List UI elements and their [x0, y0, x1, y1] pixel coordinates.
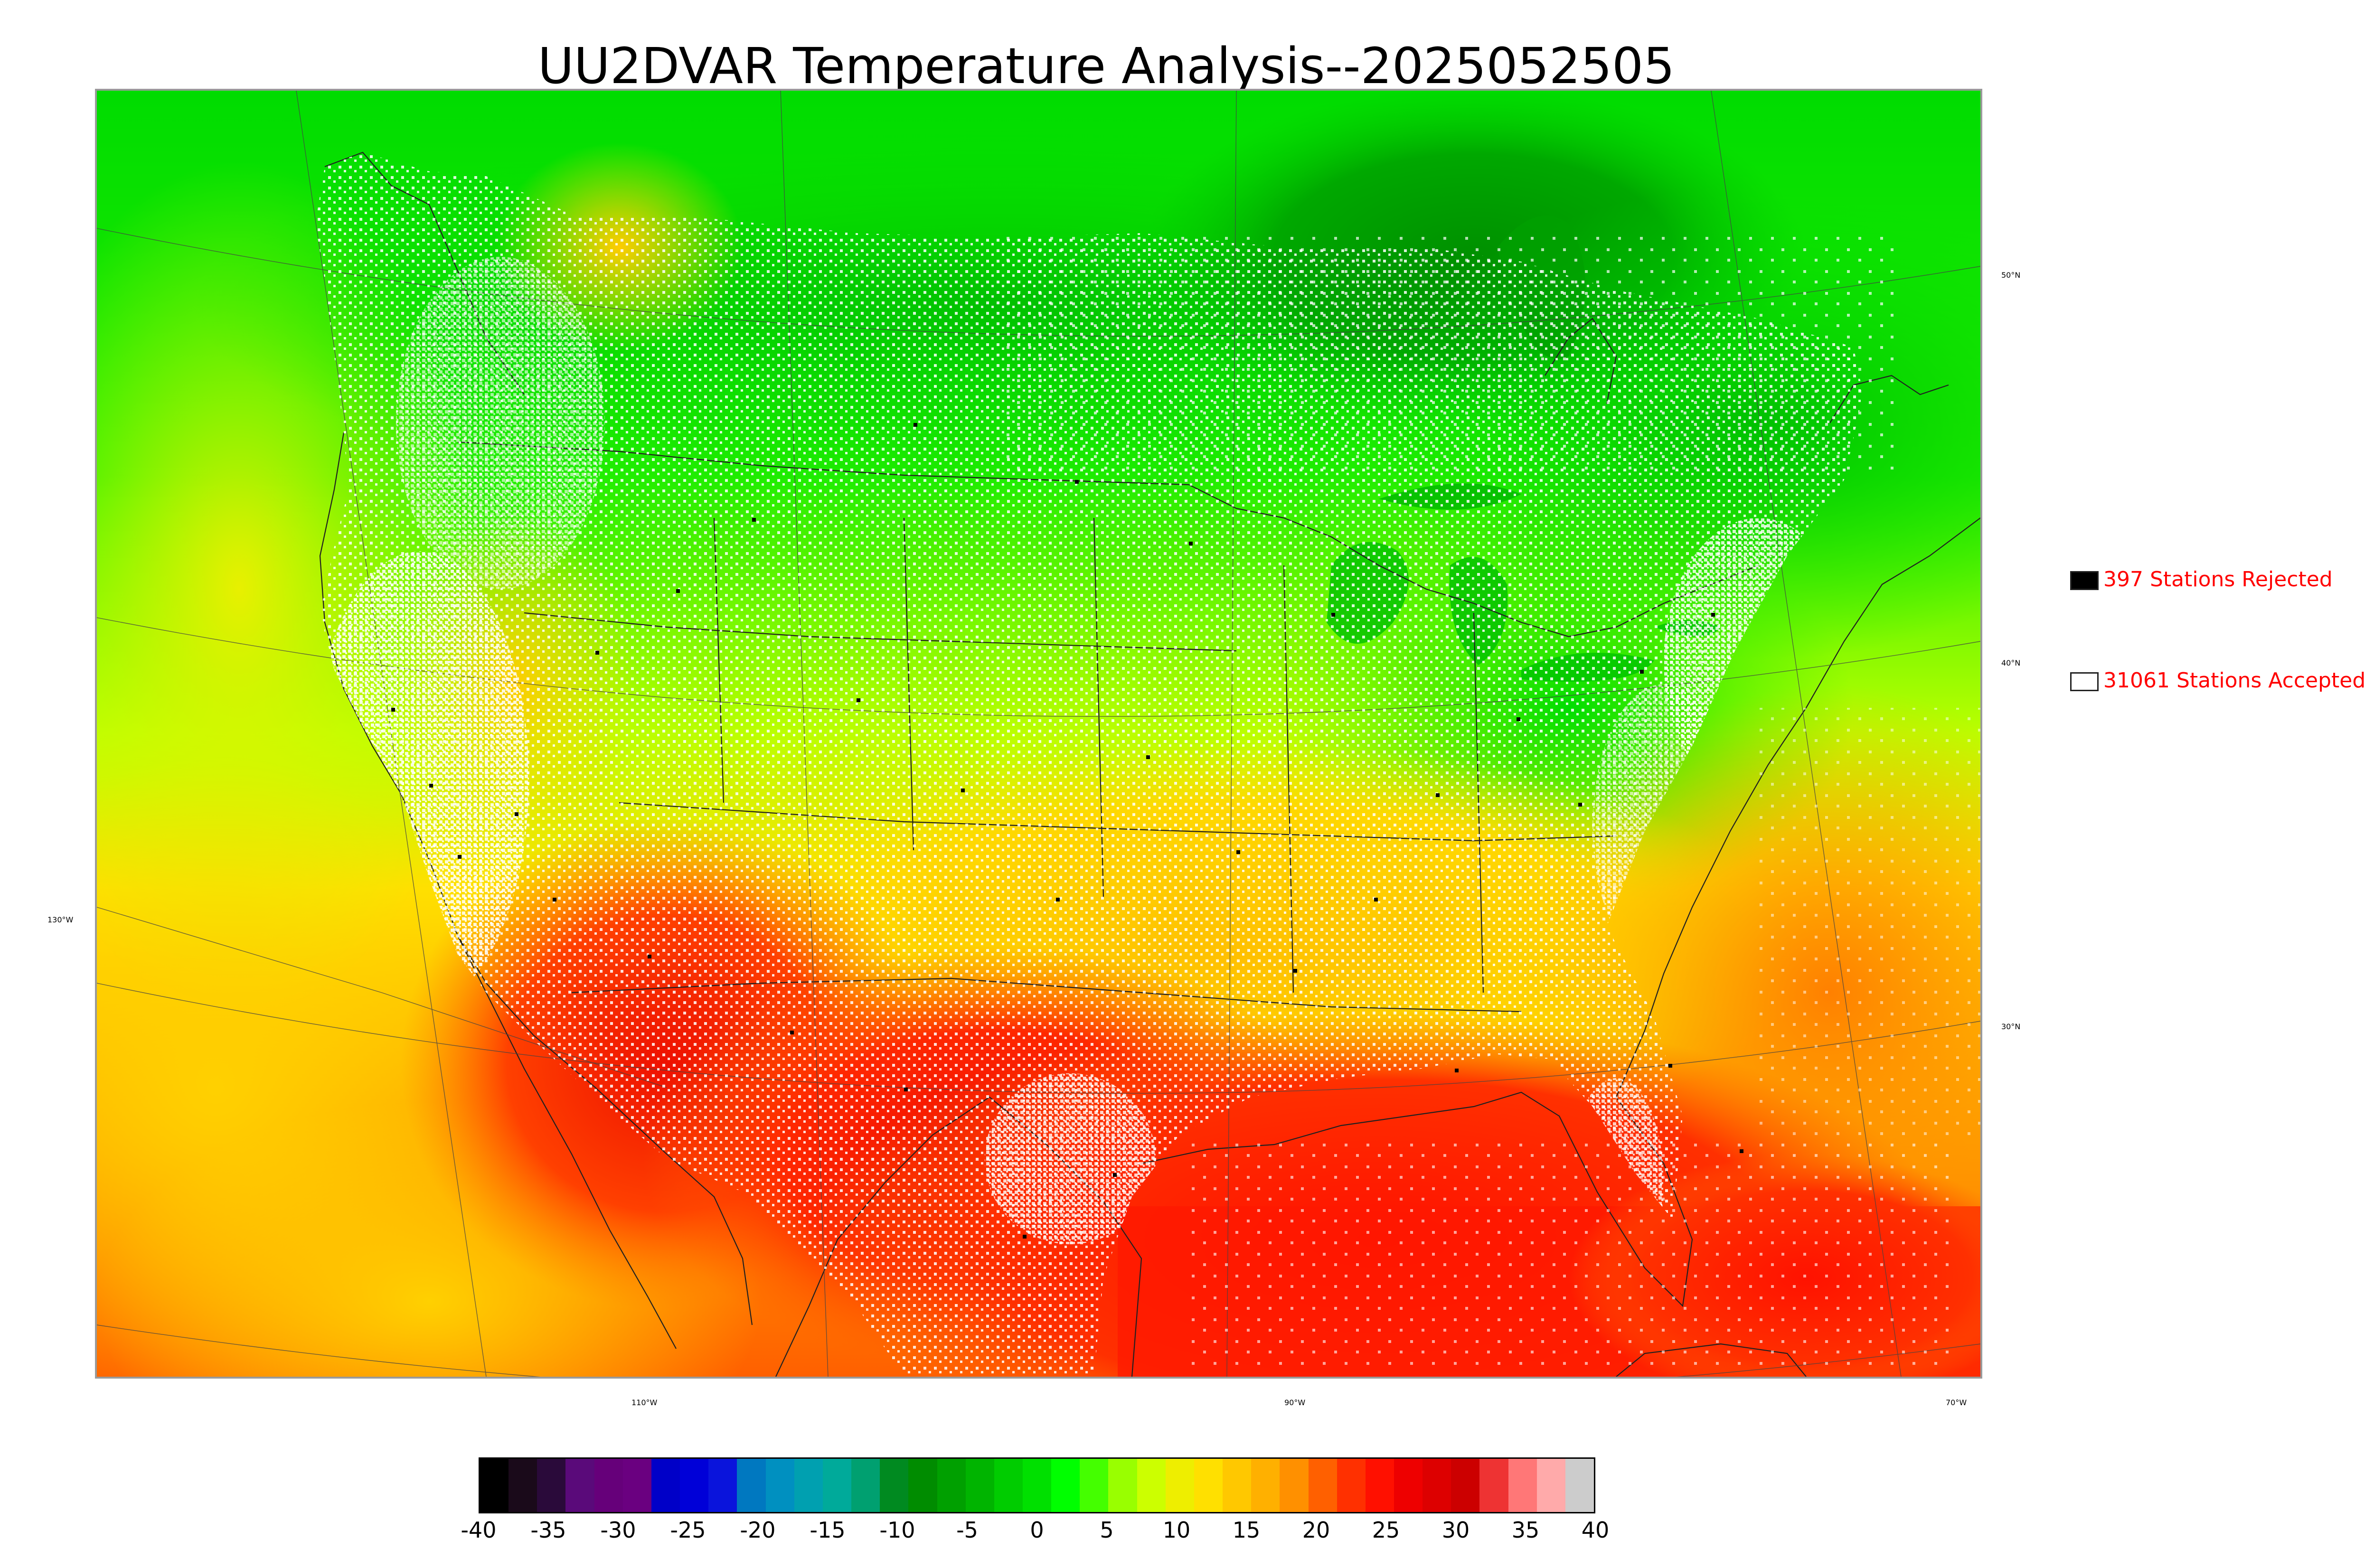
colorbar-tick-label: -25 — [670, 1517, 706, 1543]
colorbar-segment — [1394, 1459, 1423, 1512]
colorbar-segment — [1051, 1459, 1080, 1512]
colorbar-tick-label: -30 — [600, 1517, 636, 1543]
colorbar-segment — [509, 1459, 537, 1512]
colorbar-segment — [622, 1459, 651, 1512]
colorbar-segment — [1108, 1459, 1137, 1512]
colorbar-segment — [1479, 1459, 1508, 1512]
colorbar-segment — [851, 1459, 880, 1512]
legend-accepted-label: 31061 Stations Accepted — [2103, 668, 2366, 693]
colorbar-tick-label: 30 — [1441, 1517, 1470, 1543]
colorbar-tick-label: 40 — [1581, 1517, 1610, 1543]
colorbar-segment — [1137, 1459, 1166, 1512]
colorbar-tick-label: 20 — [1302, 1517, 1330, 1543]
colorbar-segment — [937, 1459, 966, 1512]
colorbar-segment — [1165, 1459, 1194, 1512]
colorbar-segment — [908, 1459, 937, 1512]
colorbar-segment — [1280, 1459, 1309, 1512]
colorbar-tick-label: -35 — [530, 1517, 566, 1543]
lat-label-40n: 40°N — [2001, 658, 2021, 667]
colorbar-segment — [1080, 1459, 1109, 1512]
colorbar-segment — [1223, 1459, 1252, 1512]
lat-label-50n: 50°N — [2001, 271, 2021, 280]
colorbar-segment — [680, 1459, 709, 1512]
colorbar-segment — [880, 1459, 909, 1512]
colorbar-tick-label: 10 — [1162, 1517, 1191, 1543]
colorbar-segment — [1251, 1459, 1280, 1512]
colorbar-tick-label: -10 — [879, 1517, 915, 1543]
colorbar-segment — [994, 1459, 1023, 1512]
temperature-colorbar — [479, 1457, 1595, 1513]
colorbar-segment — [1451, 1459, 1480, 1512]
colorbar-tick-label: 25 — [1372, 1517, 1400, 1543]
colorbar-tick-label: 35 — [1511, 1517, 1540, 1543]
colorbar-segment — [480, 1459, 509, 1512]
colorbar-segment — [765, 1459, 794, 1512]
colorbar-segment — [565, 1459, 594, 1512]
temperature-map — [95, 89, 1982, 1379]
colorbar-tick-label: 5 — [1100, 1517, 1114, 1543]
colorbar-segment — [794, 1459, 823, 1512]
lat-label-30n: 30°N — [2001, 1022, 2021, 1031]
lon-label-110w: 110°W — [631, 1398, 658, 1407]
legend-rejected-label: 397 Stations Rejected — [2103, 567, 2333, 592]
colorbar-segment — [1565, 1459, 1594, 1512]
colorbar-segment — [965, 1459, 994, 1512]
colorbar-segment — [1022, 1459, 1052, 1512]
colorbar-segment — [537, 1459, 566, 1512]
colorbar-segment — [651, 1459, 680, 1512]
colorbar-segment — [1536, 1459, 1565, 1512]
colorbar-segment — [708, 1459, 737, 1512]
colorbar-tick-label: -15 — [810, 1517, 846, 1543]
colorbar-segment — [1365, 1459, 1394, 1512]
colorbar-segment — [1194, 1459, 1223, 1512]
colorbar-segment — [737, 1459, 766, 1512]
temperature-map-canvas — [97, 91, 1980, 1377]
colorbar-tick-label: 15 — [1232, 1517, 1261, 1543]
rejected-stations-layer — [391, 423, 1743, 1239]
map-title: UU2DVAR Temperature Analysis--2025052505 — [537, 37, 1675, 95]
lon-label-70w: 70°W — [1946, 1398, 1967, 1407]
lon-label-130w: 130°W — [47, 915, 74, 924]
rejected-marker-icon — [2070, 571, 2099, 590]
colorbar-segment — [1308, 1459, 1337, 1512]
colorbar-tick-label: 0 — [1030, 1517, 1044, 1543]
accepted-marker-icon — [2070, 672, 2099, 691]
colorbar-tick-label: -5 — [956, 1517, 978, 1543]
colorbar-segment — [1423, 1459, 1451, 1512]
colorbar-tick-label: -20 — [740, 1517, 776, 1543]
colorbar-tick-label: -40 — [461, 1517, 497, 1543]
colorbar-segment — [1337, 1459, 1366, 1512]
lon-label-90w: 90°W — [1284, 1398, 1306, 1407]
colorbar-segment — [1508, 1459, 1537, 1512]
colorbar-segment — [594, 1459, 623, 1512]
colorbar-segment — [822, 1459, 852, 1512]
